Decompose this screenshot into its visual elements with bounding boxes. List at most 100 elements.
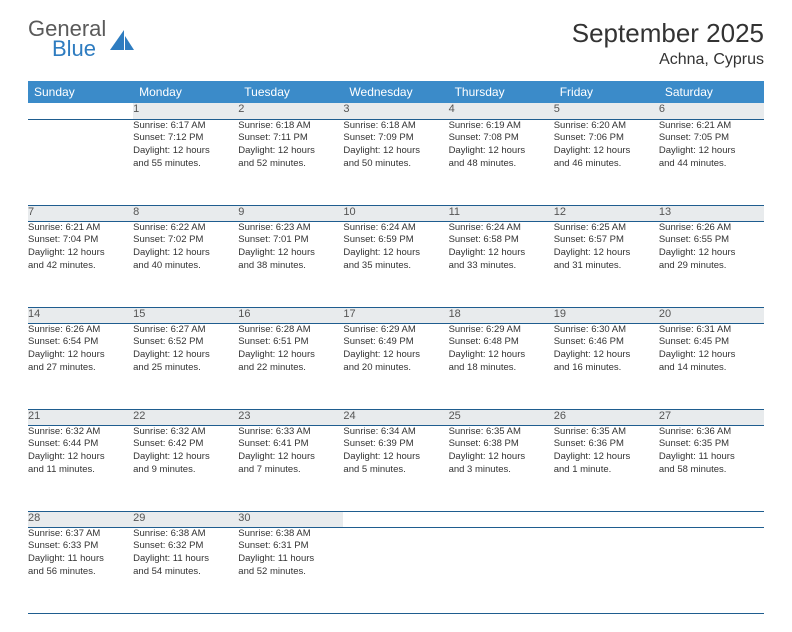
daynum-row: 282930 — [28, 511, 764, 527]
daylight-text: and 9 minutes. — [133, 464, 238, 477]
sunrise-text: Sunrise: 6:26 AM — [28, 324, 133, 337]
daylight-text: Daylight: 11 hours — [28, 553, 133, 566]
daylight-text: Daylight: 11 hours — [659, 451, 764, 464]
daylight-text: Daylight: 12 hours — [133, 145, 238, 158]
day-cell: Sunrise: 6:29 AMSunset: 6:48 PMDaylight:… — [449, 323, 554, 409]
day-cell — [659, 527, 764, 613]
daylight-text: Daylight: 12 hours — [133, 349, 238, 362]
day-number: 19 — [554, 307, 659, 323]
sunrise-text: Sunrise: 6:27 AM — [133, 324, 238, 337]
daylight-text: Daylight: 12 hours — [133, 451, 238, 464]
daylight-text: and 35 minutes. — [343, 260, 448, 273]
day-cell: Sunrise: 6:25 AMSunset: 6:57 PMDaylight:… — [554, 221, 659, 307]
sunset-text: Sunset: 6:31 PM — [238, 540, 343, 553]
daylight-text: and 5 minutes. — [343, 464, 448, 477]
sunrise-text: Sunrise: 6:38 AM — [238, 528, 343, 541]
sunrise-text: Sunrise: 6:17 AM — [133, 120, 238, 133]
sunset-text: Sunset: 6:52 PM — [133, 336, 238, 349]
day-number: 18 — [449, 307, 554, 323]
sunrise-text: Sunrise: 6:31 AM — [659, 324, 764, 337]
daylight-text: Daylight: 12 hours — [449, 247, 554, 260]
daylight-text: Daylight: 12 hours — [238, 145, 343, 158]
day-cell: Sunrise: 6:21 AMSunset: 7:05 PMDaylight:… — [659, 119, 764, 205]
daylight-text: Daylight: 12 hours — [554, 451, 659, 464]
day-cell: Sunrise: 6:18 AMSunset: 7:11 PMDaylight:… — [238, 119, 343, 205]
day-cell — [343, 527, 448, 613]
daylight-text: Daylight: 11 hours — [133, 553, 238, 566]
sunrise-text: Sunrise: 6:35 AM — [449, 426, 554, 439]
day-content-row: Sunrise: 6:21 AMSunset: 7:04 PMDaylight:… — [28, 221, 764, 307]
sunset-text: Sunset: 6:46 PM — [554, 336, 659, 349]
sunset-text: Sunset: 6:38 PM — [449, 438, 554, 451]
day-number: 4 — [449, 103, 554, 119]
day-number: 20 — [659, 307, 764, 323]
daylight-text: Daylight: 12 hours — [238, 247, 343, 260]
sail-icon — [110, 30, 134, 50]
daylight-text: Daylight: 12 hours — [554, 349, 659, 362]
day-cell: Sunrise: 6:21 AMSunset: 7:04 PMDaylight:… — [28, 221, 133, 307]
daylight-text: and 3 minutes. — [449, 464, 554, 477]
daylight-text: and 46 minutes. — [554, 158, 659, 171]
day-cell: Sunrise: 6:31 AMSunset: 6:45 PMDaylight:… — [659, 323, 764, 409]
calendar-table: Sunday Monday Tuesday Wednesday Thursday… — [28, 81, 764, 614]
day-cell: Sunrise: 6:35 AMSunset: 6:38 PMDaylight:… — [449, 425, 554, 511]
day-cell — [554, 527, 659, 613]
sunset-text: Sunset: 6:44 PM — [28, 438, 133, 451]
sunset-text: Sunset: 6:55 PM — [659, 234, 764, 247]
daylight-text: Daylight: 12 hours — [659, 145, 764, 158]
day-cell: Sunrise: 6:27 AMSunset: 6:52 PMDaylight:… — [133, 323, 238, 409]
daylight-text: and 29 minutes. — [659, 260, 764, 273]
daylight-text: Daylight: 12 hours — [343, 247, 448, 260]
day-number: 8 — [133, 205, 238, 221]
day-cell: Sunrise: 6:24 AMSunset: 6:58 PMDaylight:… — [449, 221, 554, 307]
day-cell — [28, 119, 133, 205]
day-number: 12 — [554, 205, 659, 221]
daylight-text: and 54 minutes. — [133, 566, 238, 579]
location-label: Achna, Cyprus — [572, 51, 764, 69]
sunset-text: Sunset: 7:12 PM — [133, 132, 238, 145]
sunset-text: Sunset: 7:11 PM — [238, 132, 343, 145]
sunrise-text: Sunrise: 6:34 AM — [343, 426, 448, 439]
daylight-text: Daylight: 12 hours — [238, 349, 343, 362]
weekday-header: Sunday — [28, 81, 133, 103]
sunrise-text: Sunrise: 6:29 AM — [449, 324, 554, 337]
daylight-text: and 20 minutes. — [343, 362, 448, 375]
daylight-text: and 33 minutes. — [449, 260, 554, 273]
sunrise-text: Sunrise: 6:33 AM — [238, 426, 343, 439]
daynum-row: 123456 — [28, 103, 764, 119]
brand-word2: Blue — [52, 38, 106, 60]
daylight-text: Daylight: 12 hours — [238, 451, 343, 464]
day-number: 15 — [133, 307, 238, 323]
day-cell: Sunrise: 6:24 AMSunset: 6:59 PMDaylight:… — [343, 221, 448, 307]
day-cell: Sunrise: 6:18 AMSunset: 7:09 PMDaylight:… — [343, 119, 448, 205]
daylight-text: and 16 minutes. — [554, 362, 659, 375]
daylight-text: and 50 minutes. — [343, 158, 448, 171]
sunrise-text: Sunrise: 6:24 AM — [449, 222, 554, 235]
day-number: 22 — [133, 409, 238, 425]
day-cell: Sunrise: 6:32 AMSunset: 6:42 PMDaylight:… — [133, 425, 238, 511]
daylight-text: and 7 minutes. — [238, 464, 343, 477]
sunset-text: Sunset: 7:01 PM — [238, 234, 343, 247]
day-content-row: Sunrise: 6:17 AMSunset: 7:12 PMDaylight:… — [28, 119, 764, 205]
daylight-text: and 58 minutes. — [659, 464, 764, 477]
daylight-text: and 40 minutes. — [133, 260, 238, 273]
daylight-text: and 42 minutes. — [28, 260, 133, 273]
sunset-text: Sunset: 6:58 PM — [449, 234, 554, 247]
daylight-text: and 31 minutes. — [554, 260, 659, 273]
sunset-text: Sunset: 6:36 PM — [554, 438, 659, 451]
day-number: 24 — [343, 409, 448, 425]
day-number: 16 — [238, 307, 343, 323]
sunrise-text: Sunrise: 6:19 AM — [449, 120, 554, 133]
day-cell: Sunrise: 6:17 AMSunset: 7:12 PMDaylight:… — [133, 119, 238, 205]
daylight-text: and 18 minutes. — [449, 362, 554, 375]
day-number: 13 — [659, 205, 764, 221]
daylight-text: and 56 minutes. — [28, 566, 133, 579]
sunrise-text: Sunrise: 6:38 AM — [133, 528, 238, 541]
sunset-text: Sunset: 6:42 PM — [133, 438, 238, 451]
sunset-text: Sunset: 6:49 PM — [343, 336, 448, 349]
daylight-text: Daylight: 11 hours — [238, 553, 343, 566]
day-content-row: Sunrise: 6:26 AMSunset: 6:54 PMDaylight:… — [28, 323, 764, 409]
sunrise-text: Sunrise: 6:25 AM — [554, 222, 659, 235]
sunrise-text: Sunrise: 6:23 AM — [238, 222, 343, 235]
day-number: 7 — [28, 205, 133, 221]
